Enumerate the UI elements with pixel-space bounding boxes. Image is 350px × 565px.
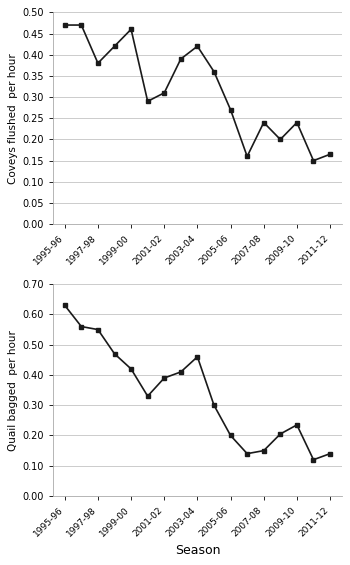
Y-axis label: Quail bagged  per hour: Quail bagged per hour: [8, 329, 19, 450]
X-axis label: Season: Season: [175, 544, 220, 557]
Y-axis label: Coveys flushed  per hour: Coveys flushed per hour: [8, 53, 18, 184]
